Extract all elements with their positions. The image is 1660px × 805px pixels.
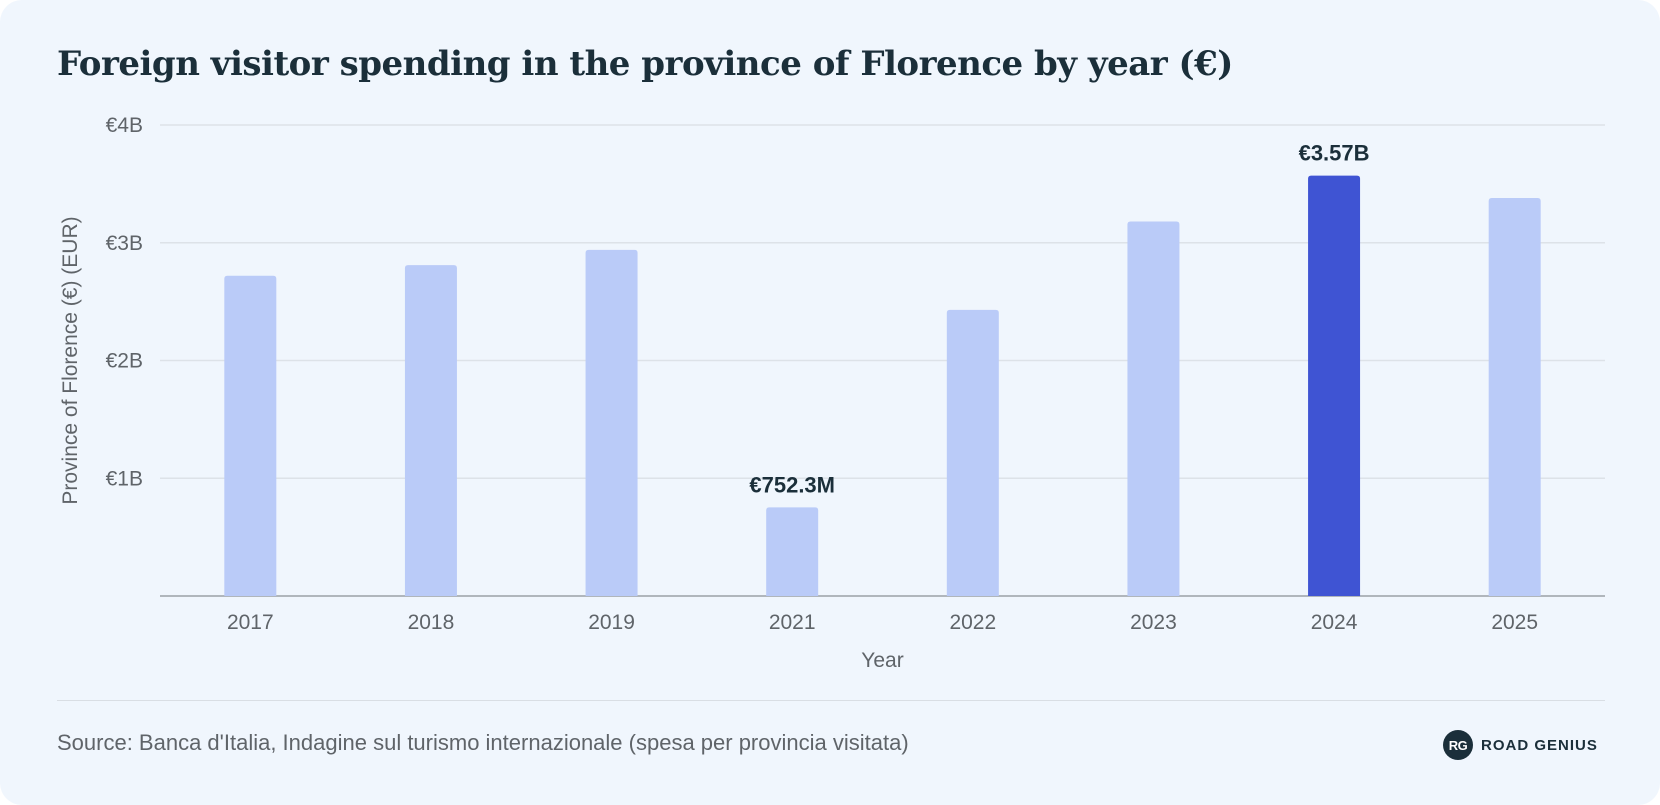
y-tick-label: €2B (106, 350, 143, 373)
y-axis-title: Province of Florence (€) (EUR) (59, 216, 82, 504)
bar-2025 (1488, 198, 1541, 596)
y-tick-label: €1B (106, 467, 143, 490)
y-tick-label: €4B (106, 114, 143, 137)
footer-divider (57, 700, 1605, 701)
bar-2024 (1308, 175, 1361, 596)
x-tick-label: 2018 (408, 611, 455, 634)
brand-name: ROAD GENIUS (1481, 736, 1598, 754)
bar-2023 (1127, 221, 1180, 596)
x-tick-label: 2023 (1130, 611, 1177, 634)
x-tick-label: 2021 (769, 611, 816, 634)
x-tick-label: 2024 (1311, 611, 1358, 634)
data-label-2024: €3.57B (1299, 141, 1370, 166)
bar-2021 (766, 507, 819, 596)
brand-logo: RG ROAD GENIUS (1443, 730, 1598, 760)
x-tick-label: 2017 (227, 611, 274, 634)
bar-2019 (585, 249, 638, 596)
bar-2022 (946, 309, 999, 596)
y-tick-label: €3B (106, 232, 143, 255)
x-tick-label: 2025 (1491, 611, 1538, 634)
source-note: Source: Banca d'Italia, Indagine sul tur… (57, 730, 909, 755)
x-tick-label: 2019 (588, 611, 635, 634)
chart-title: Foreign visitor spending in the province… (57, 44, 1233, 84)
bar-chart: €1B €2B €3B €4B 2017 2018 2019 2021 €752.3M 2022 2… (59, 114, 1605, 672)
x-axis-title: Year (861, 649, 903, 672)
bar-2018 (404, 265, 457, 596)
brand-mark-icon: RG (1443, 730, 1473, 760)
bar-2017 (224, 275, 277, 596)
data-label-2021: €752.3M (749, 472, 835, 497)
x-tick-label: 2022 (949, 611, 996, 634)
